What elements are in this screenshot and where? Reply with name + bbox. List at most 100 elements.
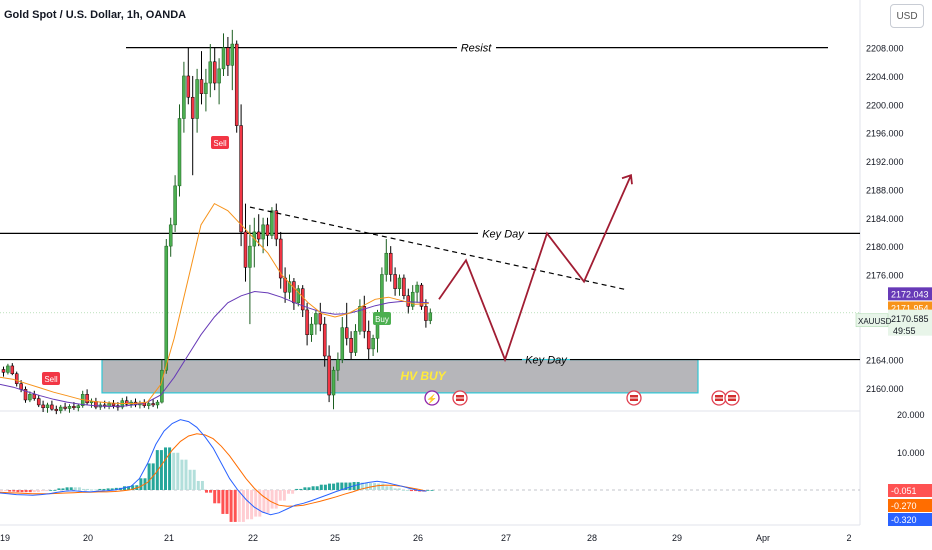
- macd-bar: [332, 483, 336, 490]
- candle: [234, 43, 239, 126]
- buy-signal-label: Buy: [375, 315, 389, 324]
- macd-bar: [254, 490, 258, 517]
- candle: [309, 323, 314, 335]
- candle: [300, 288, 305, 311]
- date-tick-label: 26: [413, 533, 423, 543]
- candle: [212, 61, 217, 84]
- candle: [217, 68, 221, 84]
- currency-button[interactable]: USD: [890, 4, 924, 28]
- countdown-label: 49:55: [893, 326, 916, 336]
- macd-bar: [356, 482, 360, 490]
- candle: [265, 224, 270, 236]
- date-tick-label: 21: [164, 533, 174, 543]
- candle: [327, 355, 331, 396]
- sell-signal-badge: [42, 372, 60, 385]
- macd-bar: [287, 490, 290, 494]
- hv-buy-zone: [101, 358, 699, 394]
- candle: [314, 313, 318, 325]
- macd-bar: [393, 488, 397, 490]
- macd-bar: [41, 490, 44, 492]
- macd-value: -0.270: [891, 501, 917, 511]
- macd-bar: [176, 452, 180, 490]
- macd-bar: [278, 490, 282, 501]
- price-tick-label: 2176.000: [866, 270, 904, 280]
- macd-bar: [127, 486, 131, 490]
- macd-bar: [340, 482, 344, 490]
- candle: [274, 210, 279, 240]
- macd-bar: [4, 490, 8, 492]
- macd-bar: [8, 490, 12, 492]
- candle: [331, 369, 336, 396]
- candle: [186, 75, 191, 98]
- candle: [239, 125, 243, 233]
- macd-signal-line: [0, 433, 427, 507]
- sell-signal-label: Sell: [213, 139, 227, 148]
- macd-bar: [53, 490, 57, 491]
- macd-bar: [344, 482, 348, 490]
- candle: [146, 403, 151, 406]
- date-tick-label: Apr: [756, 533, 770, 543]
- candle: [190, 96, 195, 119]
- macd-bar: [180, 459, 184, 490]
- date-tick-label: 2: [846, 533, 851, 543]
- price-tick-label: 2204.000: [866, 72, 904, 82]
- candle: [19, 383, 23, 390]
- macd-bar: [77, 487, 81, 490]
- candle: [124, 400, 129, 405]
- candle: [76, 405, 81, 409]
- macd-bar: [311, 486, 315, 490]
- ema-slow-price-box: [888, 287, 932, 301]
- candle: [226, 47, 230, 66]
- macd-bar: [233, 490, 237, 522]
- macd-bar: [401, 490, 405, 491]
- key-day-label: Key Day: [525, 355, 568, 367]
- candle: [397, 277, 402, 289]
- macd-bar: [102, 488, 106, 490]
- candle: [410, 291, 415, 307]
- candle: [388, 252, 393, 275]
- candle: [155, 401, 160, 406]
- candle: [67, 406, 72, 409]
- candle: [393, 274, 397, 289]
- candle: [384, 252, 389, 275]
- price-tick-label: 2188.000: [866, 185, 904, 195]
- last-price-box: [888, 309, 932, 336]
- candle: [287, 281, 292, 293]
- macd-bar: [266, 490, 270, 513]
- candle: [199, 79, 204, 94]
- macd-bar: [61, 488, 65, 490]
- price-tick-label: 2196.000: [866, 129, 904, 139]
- macd-histogram-value-box: [888, 484, 932, 497]
- macd-bar: [389, 486, 393, 490]
- candle: [230, 43, 235, 66]
- macd-bar: [414, 490, 418, 492]
- macd-bar: [16, 490, 20, 493]
- lightning-icon: ⚡: [426, 393, 437, 405]
- macd-bar: [32, 490, 36, 493]
- ema-slow-price: 2172.043: [891, 289, 929, 299]
- candle: [160, 369, 164, 403]
- macd-bar: [90, 489, 94, 491]
- macd-bar: [282, 490, 286, 501]
- resist-label: Resist: [461, 43, 493, 55]
- macd-bar: [323, 484, 327, 490]
- candle: [419, 284, 424, 307]
- candle: [164, 245, 169, 371]
- macd-bar: [430, 490, 434, 491]
- key-day-label: Key Day: [482, 228, 525, 240]
- macd-bar: [139, 478, 143, 490]
- candle: [182, 75, 186, 119]
- macd-bar: [364, 482, 368, 490]
- candle: [6, 365, 10, 373]
- candle: [28, 394, 32, 401]
- candle: [32, 394, 37, 399]
- macd-bar: [315, 486, 319, 490]
- macd-bar: [307, 487, 311, 490]
- macd-bar: [94, 489, 98, 491]
- macd-bar: [200, 480, 204, 490]
- candle: [318, 313, 323, 325]
- candle: [63, 406, 67, 409]
- macd-bar: [336, 482, 340, 490]
- date-tick-label: 27: [501, 533, 511, 543]
